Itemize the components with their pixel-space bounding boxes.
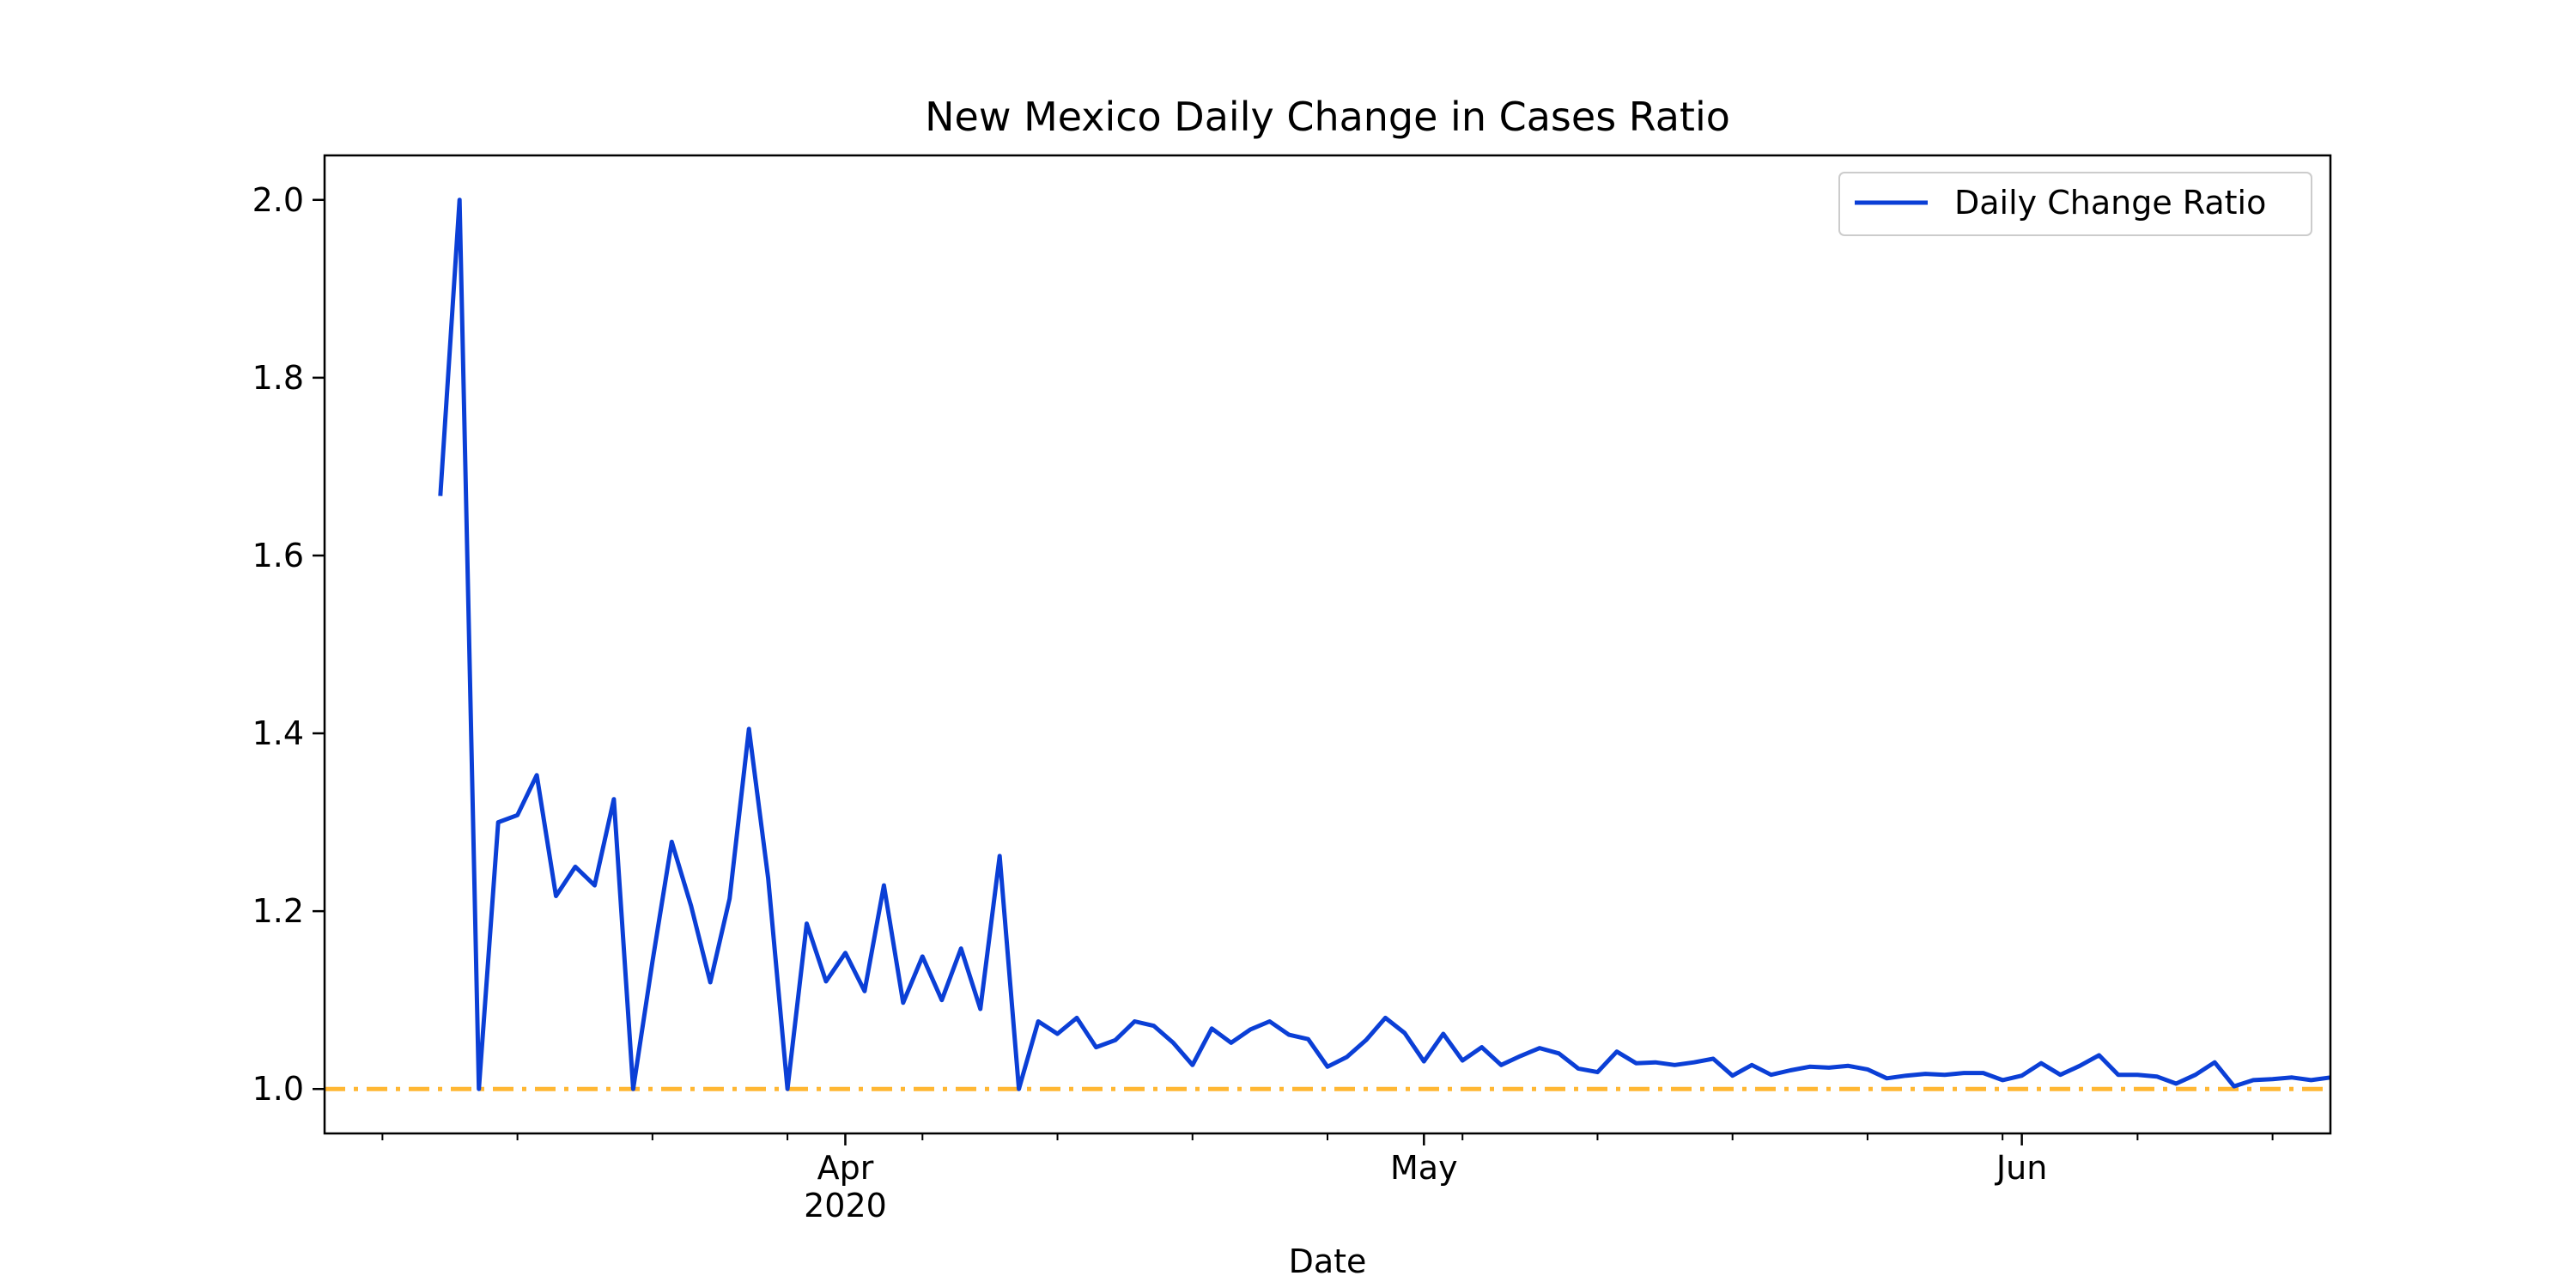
- legend: Daily Change Ratio: [1838, 172, 2312, 236]
- legend-label-daily-change-ratio: Daily Change Ratio: [1954, 184, 2266, 222]
- y-tick-label: 1.0: [252, 1070, 304, 1108]
- x-tick-label: May: [1390, 1149, 1458, 1187]
- x-axis-label: Date: [1289, 1242, 1367, 1280]
- legend-box: [1838, 172, 2312, 236]
- y-tick-label: 1.8: [252, 359, 304, 397]
- x-tick-label: Apr: [817, 1149, 874, 1187]
- y-tick-label: 1.6: [252, 537, 304, 574]
- x-tick-sublabel: 2020: [804, 1187, 887, 1224]
- y-tick-label: 1.4: [252, 714, 304, 752]
- chart-title: New Mexico Daily Change in Cases Ratio: [925, 94, 1730, 140]
- y-tick-label: 1.2: [252, 892, 304, 930]
- x-tick-label: Jun: [1995, 1149, 2047, 1187]
- series-line-daily-change-ratio: [438, 197, 2331, 1091]
- y-tick-label: 2.0: [252, 181, 304, 219]
